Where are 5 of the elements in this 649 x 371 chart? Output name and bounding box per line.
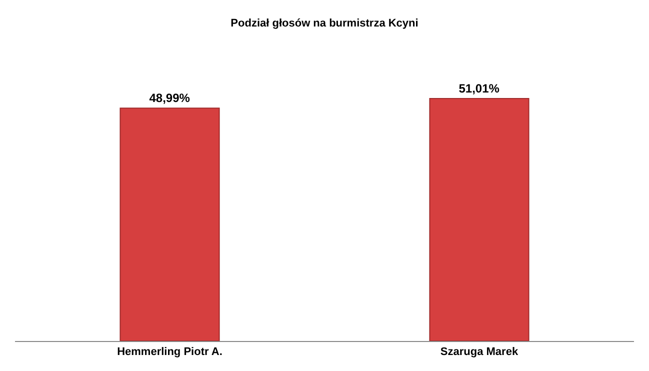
data-label: 51,01% — [458, 82, 500, 96]
data-label: 48,99% — [149, 91, 190, 106]
x-tick-label: Hemmerling Piotr A. — [117, 346, 222, 358]
chart-title: Podział głosów na burmistrza Kcyni — [230, 17, 418, 30]
x-tick-label: Szaruga Marek — [440, 346, 519, 358]
